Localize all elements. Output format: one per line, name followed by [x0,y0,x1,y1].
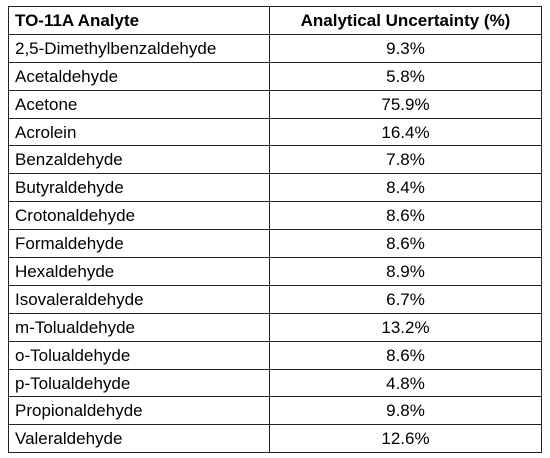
analyte-cell: m-Tolualdehyde [8,312,270,342]
table-row: Formaldehyde 8.6% [8,229,542,259]
table-row: Propionaldehyde 9.8% [8,396,542,426]
analyte-cell: Formaldehyde [8,229,270,259]
analyte-cell: Isovaleraldehyde [8,284,270,314]
analyte-cell: Propionaldehyde [8,396,270,426]
uncertainty-cell: 12.6% [269,424,542,454]
uncertainty-cell: 5.8% [269,61,542,91]
analyte-cell: Butyraldehyde [8,173,270,203]
analyte-cell: Hexaldehyde [8,257,270,286]
table-row: Acrolein 16.4% [8,117,542,147]
uncertainty-cell: 13.2% [269,312,542,342]
table-row: Acetaldehyde 5.8% [8,61,542,91]
analyte-cell: Valeraldehyde [8,424,270,454]
uncertainty-cell: 9.8% [269,396,542,426]
analyte-cell: Benzaldehyde [8,145,270,175]
uncertainty-cell: 8.6% [269,201,542,231]
table-header: TO-11A Analyte Analytical Uncertainty (%… [8,6,542,35]
table-row: Isovaleraldehyde 6.7% [8,284,542,314]
header-cell: Analytical Uncertainty (%) [269,6,542,35]
table-row: p-Tolualdehyde 4.8% [8,368,542,398]
analyte-cell: Acetone [8,89,270,119]
table-row: 2,5-Dimethylbenzaldehyde 9.3% [8,33,542,63]
analyte-cell: Acrolein [8,117,270,147]
table-row: Benzaldehyde 7.8% [8,145,542,175]
uncertainty-cell: 7.8% [269,145,542,175]
analyte-cell: 2,5-Dimethylbenzaldehyde [8,33,270,63]
table-row: o-Tolualdehyde 8.6% [8,340,542,370]
uncertainty-cell: 75.9% [269,89,542,119]
table-row: Crotonaldehyde 8.6% [8,201,542,231]
table-body: 2,5-Dimethylbenzaldehyde 9.3% Acetaldehyde… [8,33,542,454]
uncertainty-cell: 8.6% [269,340,542,370]
uncertainty-cell: 8.4% [269,173,542,203]
uncertainty-cell: 9.3% [269,33,542,63]
uncertainty-cell: 4.8% [269,368,542,398]
header-cell: TO-11A Analyte [8,6,270,35]
uncertainty-cell: 6.7% [269,284,542,314]
table-row: Valeraldehyde 12.6% [8,424,542,454]
analyte-cell: Crotonaldehyde [8,201,270,231]
uncertainty-cell: 8.6% [269,229,542,259]
table-row: Acetone 75.9% [8,89,542,119]
analyte-cell: p-Tolualdehyde [8,368,270,398]
data-table: TO-11A Analyte Analytical Uncertainty (%… [8,6,542,454]
uncertainty-cell: 8.9% [269,257,542,286]
header-row: TO-11A Analyte Analytical Uncertainty (%… [8,6,542,35]
uncertainty-cell: 16.4% [269,117,542,147]
analyte-cell: o-Tolualdehyde [8,340,270,370]
table-row: Butyraldehyde 8.4% [8,173,542,203]
table-row: Hexaldehyde 8.9% [8,257,542,286]
analyte-cell: Acetaldehyde [8,61,270,91]
table-row: m-Tolualdehyde 13.2% [8,312,542,342]
